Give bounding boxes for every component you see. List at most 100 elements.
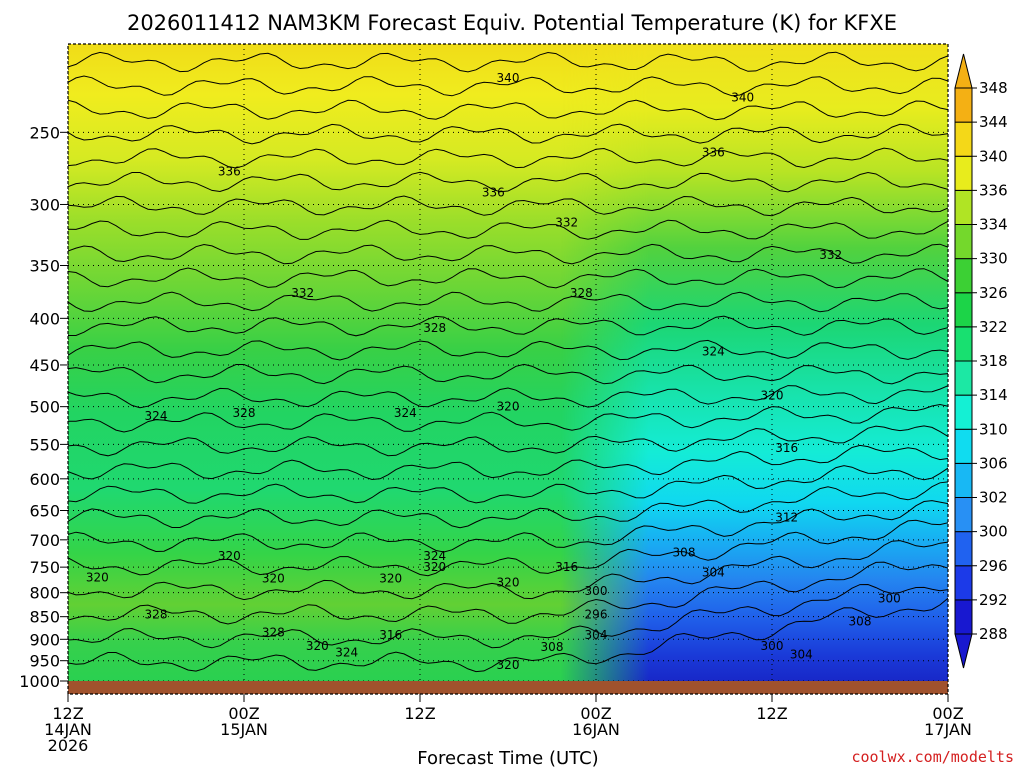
contour-label: 304: [585, 628, 608, 642]
colorbar-tick-label: 300: [979, 523, 1008, 541]
contour-label: 320: [497, 658, 520, 672]
colorbar-arrow-top: [954, 53, 973, 89]
colorbar-segment: [954, 428, 973, 464]
contour-label: 336: [482, 185, 505, 199]
colorbar-tick-label: 318: [979, 352, 1008, 370]
colorbar-segment: [954, 155, 973, 191]
contour-line: [68, 519, 948, 577]
contour-line: [68, 99, 948, 121]
contour-label: 336: [702, 145, 725, 159]
colorbar-segment: [954, 189, 973, 225]
colorbar-segment: [954, 462, 973, 498]
y-tick-label: 850: [29, 608, 60, 627]
colorbar-tick-label: 330: [979, 250, 1008, 268]
contour-line: [68, 123, 948, 145]
colorbar-segment: [954, 360, 973, 396]
x-tick-label: 00Z: [228, 704, 259, 723]
contour-line: [68, 171, 948, 193]
contour-line: [68, 219, 948, 240]
contour-label: 336: [218, 164, 241, 178]
colorbar: 288 292 296 300 302 306 310 314 318 322 326 330 334 3…: [954, 53, 1008, 669]
colorbar-segment: [954, 224, 973, 260]
colorbar-segment: [954, 326, 973, 362]
contour-label: 324: [335, 645, 358, 659]
colorbar-tick-label: 292: [979, 591, 1008, 609]
contour-label: 324: [394, 406, 417, 420]
y-tick-label: 600: [29, 470, 60, 489]
contour-line: [68, 147, 948, 169]
y-tick-label: 350: [29, 256, 60, 275]
colorbar-tick-label: 336: [979, 181, 1008, 199]
contour-label: 320: [761, 388, 784, 402]
contour-label: 320: [306, 639, 329, 653]
contour-label: 300: [585, 584, 608, 598]
contour-label: 308: [541, 640, 564, 654]
y-tick-label: 250: [29, 123, 60, 142]
colorbar-segment: [954, 121, 973, 157]
y-tick-label: 750: [29, 558, 60, 577]
contour-label: 300: [878, 592, 901, 606]
ground-terrain: [68, 681, 948, 694]
x-tick-label: 00Z: [580, 704, 611, 723]
contour-line: [68, 291, 948, 313]
contour-label: 316: [379, 628, 402, 642]
colorbar-arrow-bottom: [954, 633, 973, 669]
colorbar-tick-label: 288: [979, 625, 1008, 643]
x-tick-label: 14JAN: [44, 720, 92, 739]
contour-line: [68, 75, 948, 97]
colorbar-segment: [954, 531, 973, 567]
x-axis-label: Forecast Time (UTC): [417, 748, 598, 768]
contour-label: 320: [262, 572, 285, 586]
colorbar-tick-label: 302: [979, 489, 1008, 507]
y-tick-label: 800: [29, 584, 60, 603]
contour-label: 320: [379, 572, 402, 586]
contour-label: 328: [570, 286, 593, 300]
colorbar-tick-label: 326: [979, 284, 1008, 302]
x-tick-label: 17JAN: [924, 720, 972, 739]
contour-line: [68, 500, 948, 553]
contour-label: 328: [145, 607, 168, 621]
contour-line: [68, 540, 948, 601]
contour-line: [68, 267, 948, 289]
contour-line: [68, 597, 948, 673]
contour-label: 316: [775, 441, 798, 455]
contour-label: 340: [497, 71, 520, 85]
contour-line: [68, 315, 948, 337]
y-tick-label: 400: [29, 309, 60, 328]
contour-label: 320: [218, 549, 241, 563]
y-tick-label: 1000: [19, 672, 60, 691]
colorbar-tick-label: 348: [979, 79, 1008, 97]
colorbar-tick-label: 314: [979, 386, 1008, 404]
y-tick-label: 300: [29, 195, 60, 214]
contour-label: 308: [849, 614, 872, 628]
contour-label: 304: [702, 565, 725, 579]
colorbar-tick-label: 334: [979, 216, 1008, 234]
x-tick-label: 00Z: [932, 704, 963, 723]
colorbar-tick-label: 322: [979, 318, 1008, 336]
y-tick-label: 550: [29, 435, 60, 454]
y-tick-label: 450: [29, 356, 60, 375]
contour-line: [68, 243, 948, 265]
contour-line: [68, 561, 948, 625]
plot-frame: [67, 43, 949, 695]
contour-line: [68, 444, 948, 481]
contour-line: [68, 425, 948, 457]
y-tick-label: 700: [29, 531, 60, 550]
y-tick-label: 900: [29, 630, 60, 649]
y-axis: 250 300 350 400 450 500 550 600 650 700 750 800 850 9…: [19, 123, 68, 691]
contour-label: 320: [86, 571, 109, 585]
contour-label: 296: [585, 607, 608, 621]
contour-line: [68, 339, 948, 361]
contour-label: 328: [233, 406, 256, 420]
x-tick-label: 15JAN: [220, 720, 268, 739]
x-tick-label: 16JAN: [572, 720, 620, 739]
colorbar-tick-label: 344: [979, 113, 1008, 131]
contour-label: 324: [702, 345, 725, 359]
y-tick-label: 950: [29, 652, 60, 671]
contour-label: 324: [145, 409, 168, 423]
theta-e-field-post-front: [68, 44, 948, 681]
colorbar-segment: [954, 394, 973, 430]
